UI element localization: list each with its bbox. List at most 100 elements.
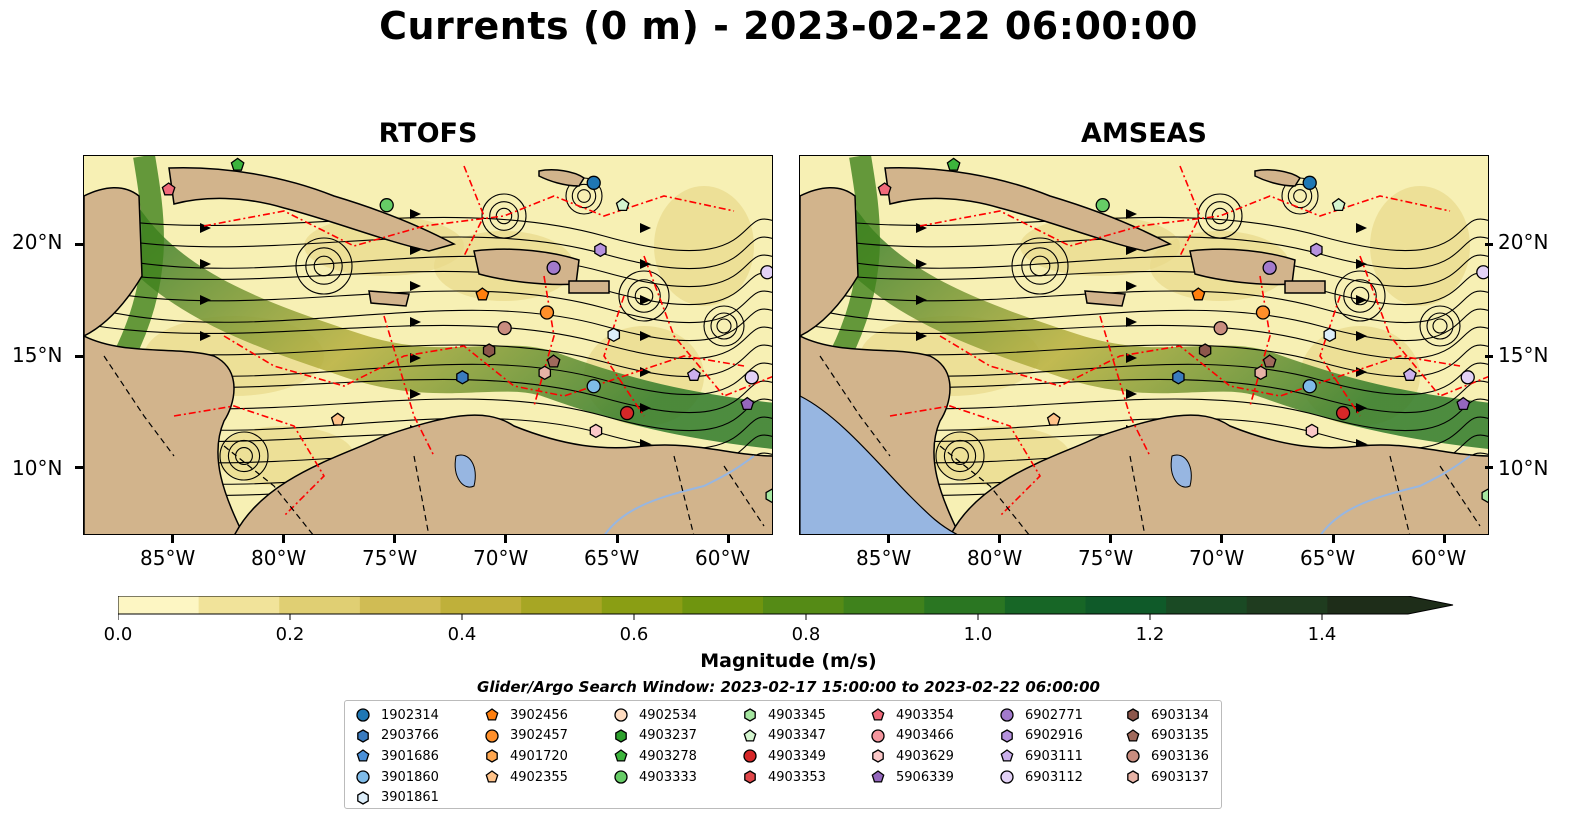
eddy-streamline (227, 439, 261, 473)
lat-tick-right (1485, 354, 1493, 358)
float-marker-6903112 (760, 265, 772, 280)
colorbar-tick-label: 1.4 (1307, 624, 1337, 645)
map-rtofs[interactable] (83, 155, 773, 535)
arrowhead (640, 331, 651, 341)
float-marker-5906339 (1456, 396, 1471, 411)
legend-marker (871, 729, 885, 743)
legend-marker (744, 770, 756, 784)
legend-item: 3901860 (355, 767, 439, 787)
float-marker-6903112 (744, 370, 759, 385)
arrowhead (1126, 317, 1137, 327)
float-marker-6903134 (482, 343, 496, 358)
arrowhead (410, 353, 421, 363)
legend-label: 3901861 (381, 790, 439, 806)
float-marker-4903347 (1331, 197, 1346, 212)
eddy-streamline (481, 193, 527, 239)
lon-label-rtofs-60: 60°W (695, 546, 751, 570)
land-jamaica (1084, 290, 1126, 307)
legend-marker (1126, 728, 1140, 742)
lon-tick-amseas (1109, 535, 1113, 543)
streamline (800, 215, 1488, 252)
lake-maracaibo (454, 454, 476, 488)
lon-label-amseas-80: 80°W (967, 546, 1023, 570)
eez-line (533, 275, 555, 407)
float-marker-4902355 (1046, 412, 1061, 426)
eddy-streamline (313, 255, 335, 277)
colorbar-segment (682, 596, 764, 614)
eez-line (919, 195, 1451, 247)
legend-item: 4903349 (742, 746, 826, 766)
legend-marker (486, 749, 498, 764)
legend-label: 6903136 (1151, 748, 1209, 764)
border-line (1389, 455, 1411, 534)
legend-label: 4903278 (639, 748, 697, 764)
legend-marker (356, 749, 370, 762)
legend-marker-circle-icon (1126, 749, 1140, 764)
eez-line (1179, 165, 1201, 257)
colorbar-segment (763, 596, 845, 614)
legend-item: 3901686 (355, 746, 439, 766)
lon-label-rtofs-75: 75°W (362, 546, 418, 570)
legend-marker-circle-icon (356, 770, 370, 784)
colorbar-tick-label: 1.2 (1135, 624, 1165, 645)
legend-label: 4903333 (639, 769, 697, 785)
legend-label: 4903354 (896, 707, 954, 723)
lon-label-rtofs-70: 70°W (473, 546, 529, 570)
land-central-america (84, 335, 244, 534)
legend-item: 3902456 (484, 705, 568, 725)
lon-tick-rtofs (726, 535, 730, 543)
legend-label: 6903137 (1151, 769, 1209, 785)
land-bahamas-shelf (538, 169, 586, 187)
eddy-streamline (1021, 247, 1059, 285)
current-patch (1370, 186, 1470, 306)
streamline (84, 413, 772, 450)
float-marker-3902456 (1191, 287, 1206, 301)
eez-line (223, 335, 745, 397)
yucatan-current-band (114, 156, 164, 361)
arrowhead (916, 259, 927, 269)
float-marker-6903137 (538, 365, 552, 381)
float-marker-3902457 (1255, 305, 1271, 320)
legend-item: 5906339 (870, 767, 954, 787)
float-marker-3901860 (1302, 379, 1317, 394)
eez-line (643, 255, 772, 397)
legend-label: 4903629 (896, 748, 954, 764)
legend-marker (357, 728, 369, 743)
float-marker-6903137 (1254, 365, 1268, 381)
legend-item: 2903766 (355, 726, 439, 746)
float-marker-1902314 (1302, 175, 1317, 190)
legend-marker-hexagon-icon (486, 749, 498, 764)
legend-marker (744, 708, 756, 722)
eddy-streamline (495, 207, 513, 225)
float-marker-3901861 (1323, 327, 1337, 343)
colorbar-segment (440, 596, 522, 614)
lat-label-right-20: 20°N (1498, 230, 1549, 254)
legend-marker-hexagon-icon (744, 708, 756, 722)
eddy-streamline (1334, 270, 1386, 322)
legend-item: 4903629 (870, 746, 954, 766)
colorbar-segment (601, 596, 683, 614)
legend-label: 4903466 (896, 728, 954, 744)
float-marker-3901861 (607, 327, 621, 343)
eddy-streamline (1343, 279, 1377, 313)
arrowhead (1126, 389, 1137, 399)
eez-line (1099, 315, 1151, 457)
legend-label: 4903347 (768, 728, 826, 744)
legend-marker-hexagon-icon (1127, 770, 1139, 784)
eddy-streamline (1426, 312, 1454, 340)
legend-marker (1126, 749, 1140, 764)
colorbar-tick-label: 1.0 (963, 624, 993, 645)
map-amseas[interactable] (799, 155, 1489, 535)
legend-item: 6903111 (999, 746, 1083, 766)
legend-marker-circle-icon (614, 770, 628, 784)
colorbar-tick-label: 0.8 (791, 624, 821, 645)
eddy-streamline (1197, 193, 1243, 239)
eez-line (1249, 275, 1271, 407)
eez-line (939, 335, 1461, 397)
legend-item: 4903466 (870, 726, 954, 746)
eddy-streamline (1011, 237, 1069, 295)
arrowhead (1356, 403, 1367, 413)
lon-label-amseas-65: 65°W (1300, 546, 1356, 570)
eez-line (173, 405, 326, 517)
eez-line (203, 195, 735, 247)
